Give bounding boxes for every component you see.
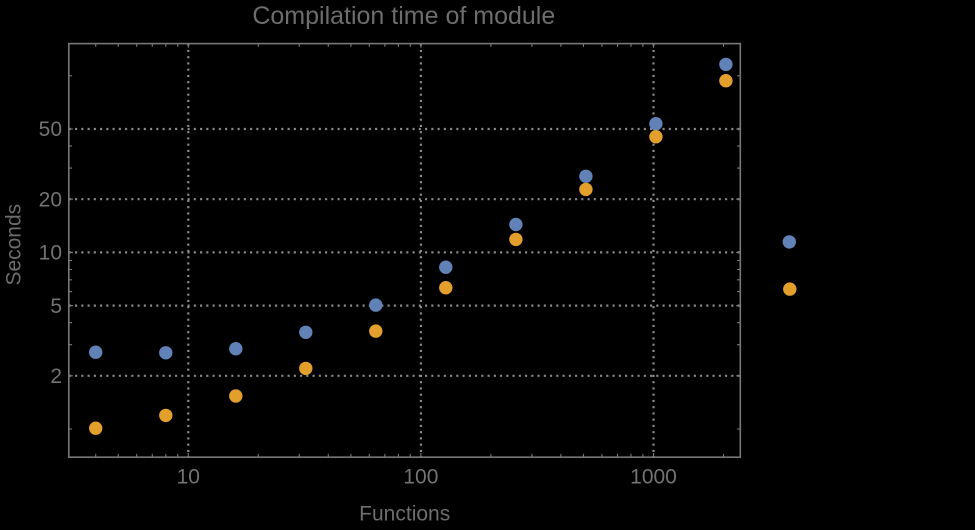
svg-text:10: 10: [39, 242, 62, 265]
svg-text:Functions: Functions: [359, 503, 450, 525]
svg-text:1000: 1000: [630, 466, 677, 489]
svg-text:5: 5: [50, 295, 62, 318]
svg-text:10: 10: [177, 466, 200, 489]
svg-text:100: 100: [403, 466, 438, 489]
svg-text:Compilation time of module: Compilation time of module: [252, 2, 555, 30]
svg-text:2: 2: [50, 365, 62, 388]
svg-text:20: 20: [39, 188, 62, 211]
svg-text:50: 50: [39, 118, 62, 141]
svg-text:Seconds: Seconds: [3, 204, 26, 286]
